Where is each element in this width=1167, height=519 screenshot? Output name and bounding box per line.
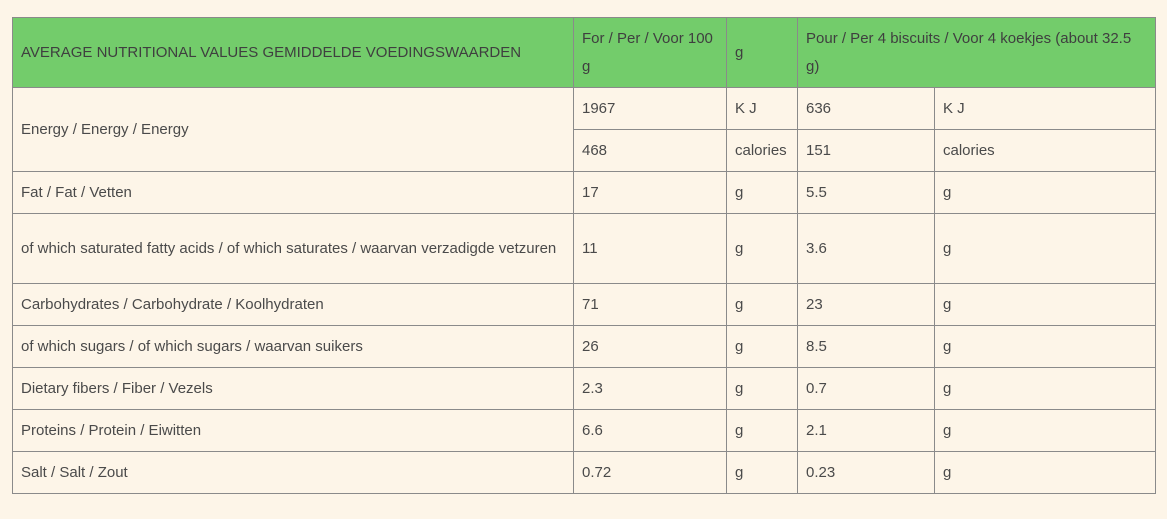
row-label: of which saturated fatty acids / of whic…	[12, 213, 574, 284]
energy-kj-per100: 1967	[573, 87, 727, 130]
row-unit100: g	[726, 171, 798, 214]
row-unit4: g	[934, 213, 1156, 284]
header-unit: g	[726, 17, 798, 88]
header-per-100g: For / Per / Voor 100 g	[573, 17, 727, 88]
row-unit4: g	[934, 451, 1156, 494]
row-unit100: g	[726, 451, 798, 494]
table-row-energy-cal: 468 calories 151 calories	[13, 129, 1156, 172]
row-unit100: g	[726, 283, 798, 326]
row-label: of which sugars / of which sugars / waar…	[12, 325, 574, 368]
row-label: Fat / Fat / Vetten	[12, 171, 574, 214]
table-row-saturates: of which saturated fatty acids / of whic…	[12, 213, 1156, 284]
row-per4: 0.23	[797, 451, 935, 494]
nutrition-table-container: AVERAGE NUTRITIONAL VALUES GEMIDDELDE VO…	[12, 17, 1156, 494]
row-per4: 2.1	[797, 409, 935, 452]
row-per100: 26	[573, 325, 727, 368]
energy-kj-unit100: K J	[726, 87, 798, 130]
energy-cal-unit100: calories	[726, 129, 798, 172]
table-header-row: AVERAGE NUTRITIONAL VALUES GEMIDDELDE VO…	[12, 17, 1156, 88]
header-per-4-biscuits: Pour / Per 4 biscuits / Voor 4 koekjes (…	[797, 17, 1156, 88]
energy-cal-unit4: calories	[934, 129, 1156, 172]
row-per100: 6.6	[573, 409, 727, 452]
row-label: Proteins / Protein / Eiwitten	[12, 409, 574, 452]
energy-kj-unit4: K J	[934, 87, 1156, 130]
row-label: Carbohydrates / Carbohydrate / Koolhydra…	[12, 283, 574, 326]
row-unit4: g	[934, 171, 1156, 214]
table-row-fat: Fat / Fat / Vetten 17 g 5.5 g	[12, 171, 1156, 214]
row-per4: 5.5	[797, 171, 935, 214]
table-row-sugars: of which sugars / of which sugars / waar…	[12, 325, 1156, 368]
table-row-energy-kj: Energy / Energy / Energy 1967 K J 636 K …	[12, 87, 1156, 172]
row-unit100: g	[726, 367, 798, 410]
header-nutrient: AVERAGE NUTRITIONAL VALUES GEMIDDELDE VO…	[12, 17, 574, 88]
row-unit100: g	[726, 325, 798, 368]
table-row-fibers: Dietary fibers / Fiber / Vezels 2.3 g 0.…	[12, 367, 1156, 410]
row-per100: 2.3	[573, 367, 727, 410]
row-per4: 3.6	[797, 213, 935, 284]
row-unit4: g	[934, 325, 1156, 368]
row-per4: 8.5	[797, 325, 935, 368]
table-row-carbohydrates: Carbohydrates / Carbohydrate / Koolhydra…	[12, 283, 1156, 326]
row-per100: 71	[573, 283, 727, 326]
row-per4: 23	[797, 283, 935, 326]
row-unit4: g	[934, 409, 1156, 452]
nutrition-table: AVERAGE NUTRITIONAL VALUES GEMIDDELDE VO…	[12, 17, 1156, 494]
row-unit4: g	[934, 283, 1156, 326]
row-per100: 0.72	[573, 451, 727, 494]
table-row-salt: Salt / Salt / Zout 0.72 g 0.23 g	[12, 451, 1156, 494]
row-per100: 17	[573, 171, 727, 214]
row-unit100: g	[726, 213, 798, 284]
row-label: Salt / Salt / Zout	[12, 451, 574, 494]
energy-cal-per4: 151	[797, 129, 935, 172]
energy-kj-per4: 636	[797, 87, 935, 130]
row-per4: 0.7	[797, 367, 935, 410]
energy-label: Energy / Energy / Energy	[12, 87, 574, 172]
row-label: Dietary fibers / Fiber / Vezels	[12, 367, 574, 410]
row-unit4: g	[934, 367, 1156, 410]
energy-cal-per100: 468	[573, 129, 727, 172]
row-unit100: g	[726, 409, 798, 452]
row-per100: 11	[573, 213, 727, 284]
table-row-proteins: Proteins / Protein / Eiwitten 6.6 g 2.1 …	[12, 409, 1156, 452]
